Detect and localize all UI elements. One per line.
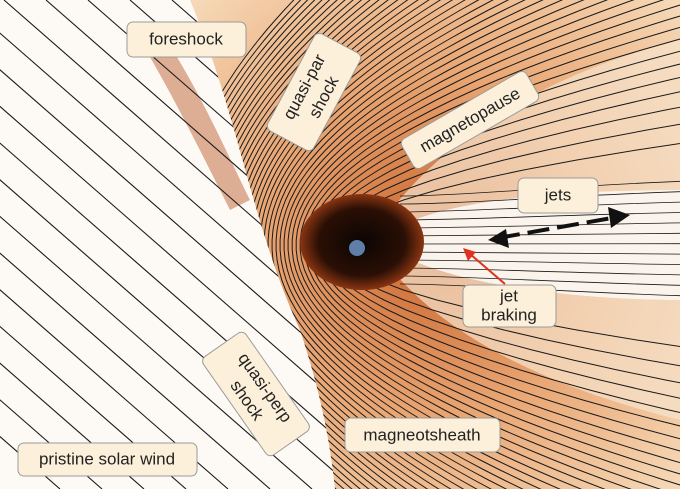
label-jet-braking: jet braking	[462, 284, 557, 328]
field-line	[0, 0, 335, 489]
field-line	[295, 0, 680, 489]
label-box	[462, 284, 557, 328]
inner-sheath	[370, 40, 680, 420]
label-text: foreshock	[149, 29, 223, 48]
field-line	[399, 201, 680, 213]
field-line	[0, 0, 103, 489]
label-box	[517, 177, 599, 214]
label-box	[126, 21, 247, 58]
foreshock-region	[140, 30, 250, 210]
label-box	[400, 70, 540, 170]
field-line	[399, 222, 680, 229]
label-box	[344, 417, 501, 453]
label-magnetosheath: magneotsheath	[344, 417, 501, 453]
jet-arrowhead-left	[488, 229, 509, 248]
label-quasi-par-shock: quasi-par shock	[266, 32, 362, 152]
label-box	[266, 32, 362, 152]
red-arrow	[469, 253, 506, 285]
jet-arrow	[497, 216, 613, 240]
label-foreshock: foreshock	[126, 21, 247, 58]
field-line	[399, 275, 680, 286]
label-jets: jets	[517, 177, 599, 214]
label-text: magneotsheath	[363, 425, 480, 444]
field-line	[399, 267, 680, 276]
label-text: jets	[544, 185, 571, 204]
field-line	[87, 0, 335, 489]
field-line	[0, 0, 335, 489]
field-line	[0, 0, 145, 489]
field-line	[0, 0, 335, 489]
label-pristine-solar-wind: pristine solar wind	[17, 442, 198, 477]
label-box	[202, 331, 310, 457]
field-line	[399, 259, 680, 265]
earth	[349, 240, 365, 256]
label-box	[17, 442, 198, 477]
field-line	[0, 0, 187, 489]
field-line	[0, 0, 229, 489]
jet-arrowhead-right	[608, 207, 630, 228]
field-line	[0, 0, 313, 489]
red-arrowhead	[463, 248, 476, 261]
label-text: jet	[499, 286, 518, 305]
label-text: braking	[481, 305, 537, 324]
field-line	[399, 212, 680, 221]
field-line	[399, 251, 680, 255]
label-text: pristine solar wind	[39, 449, 175, 468]
field-line	[0, 0, 271, 489]
field-line	[0, 0, 335, 489]
